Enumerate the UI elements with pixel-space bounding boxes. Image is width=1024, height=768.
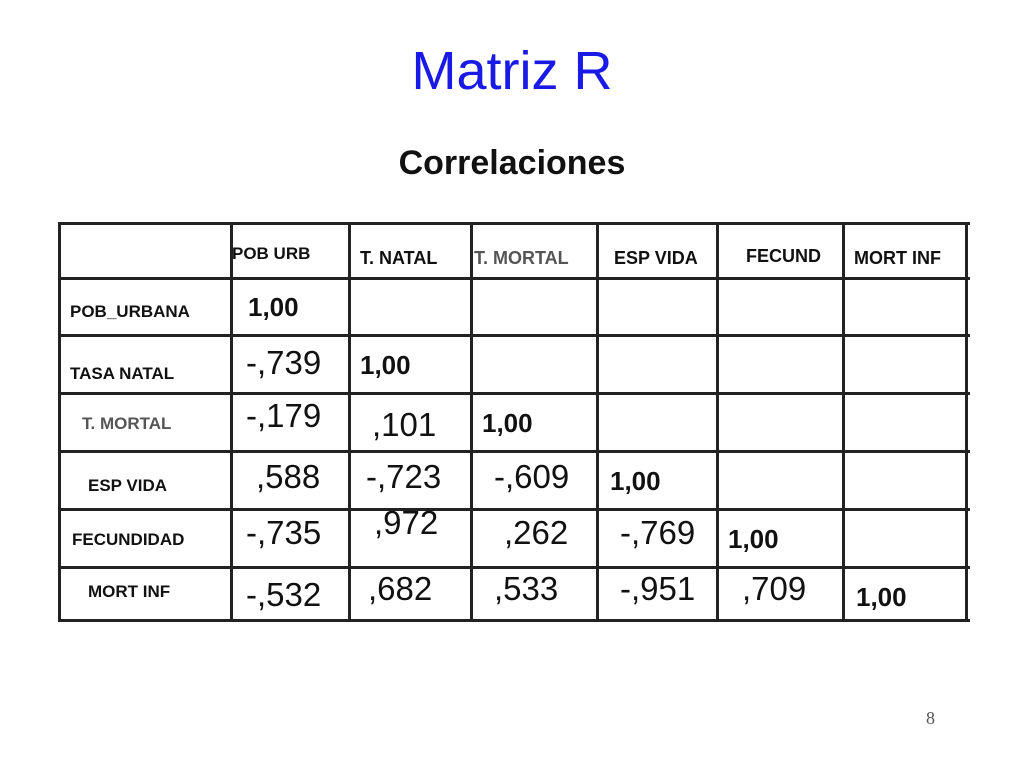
table-cell: ,262 <box>504 514 569 551</box>
table-cell: ,533 <box>494 570 559 607</box>
column-divider <box>230 222 233 622</box>
table-cell: -,769 <box>620 514 696 551</box>
table-cell: 1,00 <box>360 350 411 380</box>
row-label: ESP VIDA <box>88 476 168 495</box>
row-divider <box>58 334 970 337</box>
row-divider <box>58 450 970 453</box>
table-cell: -,951 <box>620 570 696 607</box>
table-title: Correlaciones <box>398 144 626 182</box>
row-divider <box>58 392 970 395</box>
table-border-left <box>58 222 61 622</box>
row-label: POB_URBANA <box>70 302 190 321</box>
correlation-table: POB URB T. NATAL T. MORTAL ESP VIDA FECU… <box>58 222 970 622</box>
row-label: MORT INF <box>88 582 171 601</box>
column-header: MORT INF <box>854 248 941 268</box>
table-cell: ,101 <box>372 406 437 443</box>
column-divider <box>470 222 473 622</box>
table-cell: ,682 <box>368 570 433 607</box>
table-cell: ,972 <box>374 504 439 541</box>
row-label: FECUNDIDAD <box>72 530 185 549</box>
table-border-top <box>58 222 970 225</box>
slide-title: Matriz R <box>411 41 613 101</box>
table-cell: 1,00 <box>248 292 299 322</box>
column-header: ESP VIDA <box>614 248 698 268</box>
table-border-right <box>965 222 968 622</box>
table-cell: -,739 <box>246 344 322 381</box>
table-cell: 1,00 <box>482 408 533 438</box>
table-cell: 1,00 <box>856 582 907 612</box>
row-label: T. MORTAL <box>82 414 172 433</box>
column-divider <box>716 222 719 622</box>
column-divider <box>348 222 351 622</box>
column-header: T. NATAL <box>360 248 438 268</box>
table-cell: 1,00 <box>728 524 779 554</box>
table-cell: -,723 <box>366 458 442 495</box>
table-border-bottom <box>58 619 970 622</box>
column-divider <box>596 222 599 622</box>
row-divider <box>58 566 970 569</box>
table-cell: -,735 <box>246 514 322 551</box>
row-divider <box>58 508 970 511</box>
table-cell: 1,00 <box>610 466 661 496</box>
table-cell: -,609 <box>494 458 570 495</box>
table-cell: ,588 <box>256 458 321 495</box>
page-number: 8 <box>926 708 935 728</box>
column-divider <box>842 222 845 622</box>
table-cell: ,709 <box>742 570 807 607</box>
column-header: FECUND <box>746 246 821 266</box>
column-header: POB URB <box>232 244 311 263</box>
column-header: T. MORTAL <box>474 248 569 268</box>
table-cell: -,179 <box>246 397 322 434</box>
row-label: TASA NATAL <box>70 364 175 383</box>
table-cell: -,532 <box>246 576 322 613</box>
row-divider <box>58 277 970 280</box>
